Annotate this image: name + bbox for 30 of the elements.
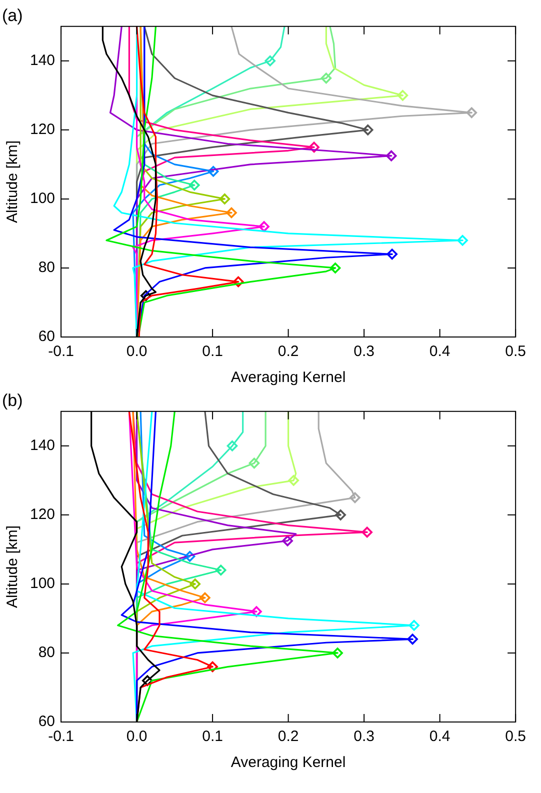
y-tick-label: 120 <box>30 506 56 524</box>
x-tick-label: 0.5 <box>505 343 526 360</box>
x-axis-title: Averaging Kernel <box>230 754 346 772</box>
y-tick-label: 140 <box>30 52 56 70</box>
x-tick-label: 0.0 <box>126 728 148 746</box>
y-tick-label: 120 <box>30 121 56 138</box>
y-axis-title: Altitude [km] <box>4 140 22 223</box>
x-tick-label: 0.4 <box>429 728 450 746</box>
x-axis-title: Averaging Kernel <box>230 369 346 386</box>
x-tick-label: 0.5 <box>505 728 526 746</box>
x-tick-label: -0.1 <box>48 343 74 360</box>
y-tick-label: 100 <box>30 190 56 208</box>
x-tick-label: 0.2 <box>278 728 299 746</box>
y-tick-label: 80 <box>38 644 56 662</box>
y-tick-label: 60 <box>38 328 56 346</box>
y-tick-label: 60 <box>38 713 56 730</box>
y-tick-label: 80 <box>38 259 56 276</box>
chart-title: (a) <box>2 6 23 25</box>
x-tick-label: 0.1 <box>202 728 223 746</box>
chart-title: (b) <box>2 390 23 410</box>
x-tick-label: 0.1 <box>202 343 223 360</box>
x-tick-label: 0.3 <box>354 728 374 746</box>
x-tick-label: 0.3 <box>354 343 374 360</box>
y-axis-title: Altitude [km] <box>4 525 22 608</box>
y-tick-label: 140 <box>30 437 56 454</box>
x-tick-label: -0.1 <box>48 728 74 746</box>
x-tick-label: 0.0 <box>126 343 148 360</box>
x-tick-label: 0.4 <box>429 343 450 360</box>
y-tick-label: 100 <box>30 575 56 592</box>
x-tick-label: 0.2 <box>278 343 299 360</box>
